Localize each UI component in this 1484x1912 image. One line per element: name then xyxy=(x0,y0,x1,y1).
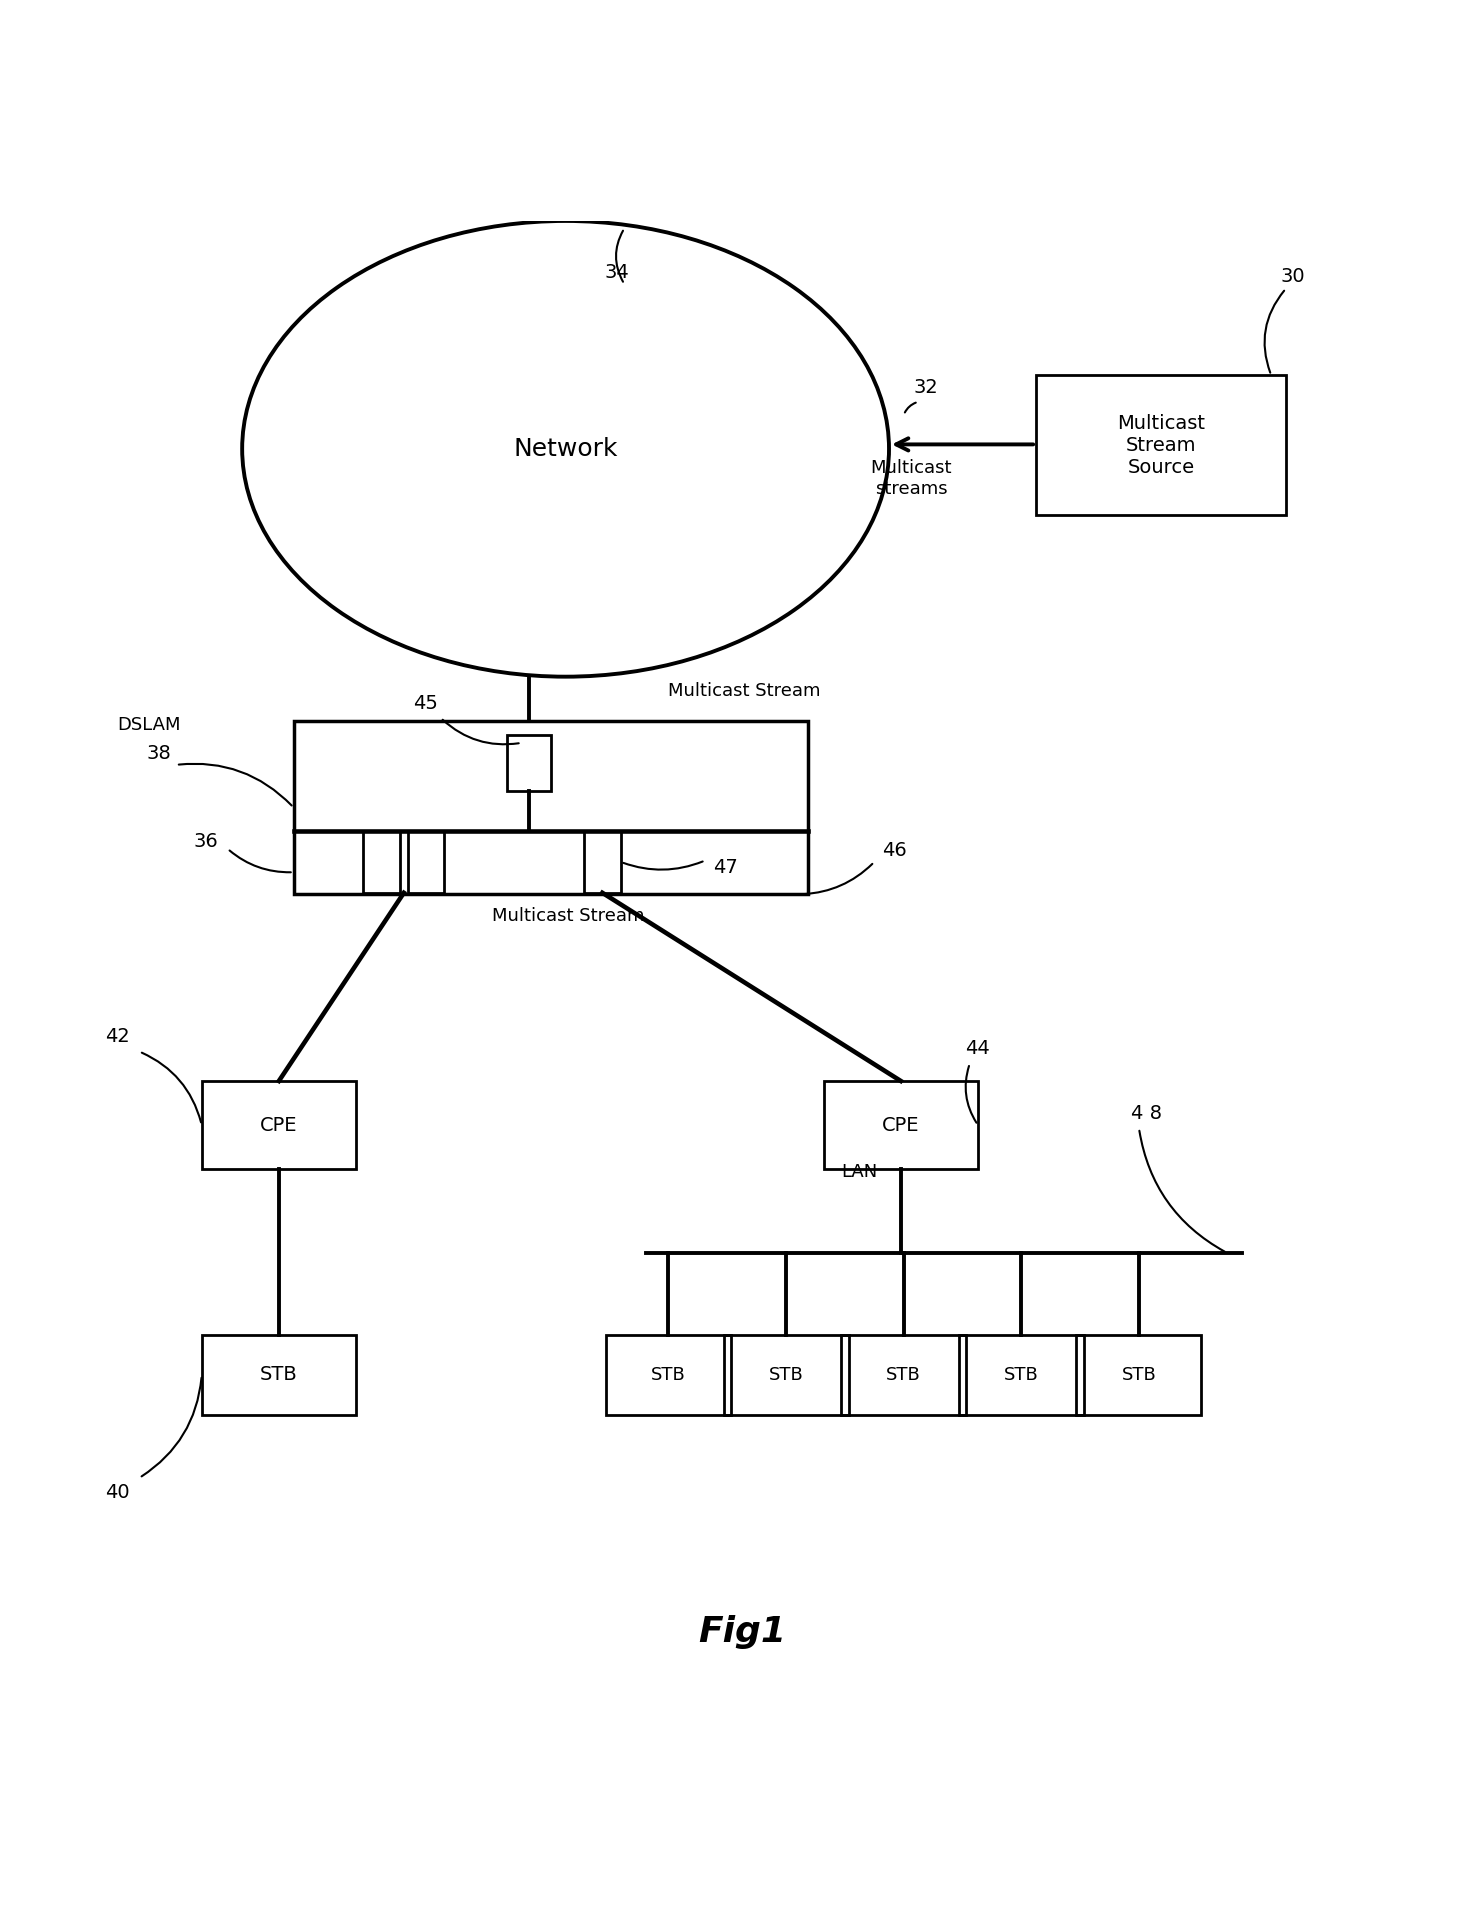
Text: STB: STB xyxy=(769,1365,803,1384)
Text: STB: STB xyxy=(1122,1365,1156,1384)
FancyBboxPatch shape xyxy=(506,736,551,792)
Text: STB: STB xyxy=(260,1365,298,1384)
Text: 34: 34 xyxy=(604,262,629,281)
Text: CPE: CPE xyxy=(881,1115,920,1134)
Text: Multicast Stream: Multicast Stream xyxy=(668,683,821,700)
Text: 32: 32 xyxy=(913,377,938,396)
Text: Multicast Stream: Multicast Stream xyxy=(493,908,644,925)
Text: CPE: CPE xyxy=(260,1115,298,1134)
Text: 4 8: 4 8 xyxy=(1131,1103,1162,1122)
Text: Network: Network xyxy=(513,436,617,461)
Text: LAN: LAN xyxy=(841,1162,877,1182)
Text: STB: STB xyxy=(886,1365,922,1384)
Text: Fig1: Fig1 xyxy=(697,1616,787,1650)
Text: 36: 36 xyxy=(193,832,218,851)
Text: 45: 45 xyxy=(414,694,438,713)
Text: 42: 42 xyxy=(105,1027,129,1046)
Text: STB: STB xyxy=(651,1365,686,1384)
Text: STB: STB xyxy=(1005,1365,1039,1384)
Text: 47: 47 xyxy=(712,858,738,878)
FancyBboxPatch shape xyxy=(364,832,401,893)
Text: DSLAM: DSLAM xyxy=(117,717,181,734)
Text: 38: 38 xyxy=(147,744,171,763)
Text: 30: 30 xyxy=(1281,268,1306,287)
Text: 44: 44 xyxy=(965,1038,990,1057)
FancyBboxPatch shape xyxy=(585,832,620,893)
Text: Multicast
Stream
Source: Multicast Stream Source xyxy=(1117,413,1205,476)
Text: 46: 46 xyxy=(881,841,907,860)
Text: Multicast
streams: Multicast streams xyxy=(870,459,951,497)
FancyBboxPatch shape xyxy=(408,832,444,893)
Text: 40: 40 xyxy=(105,1484,129,1503)
